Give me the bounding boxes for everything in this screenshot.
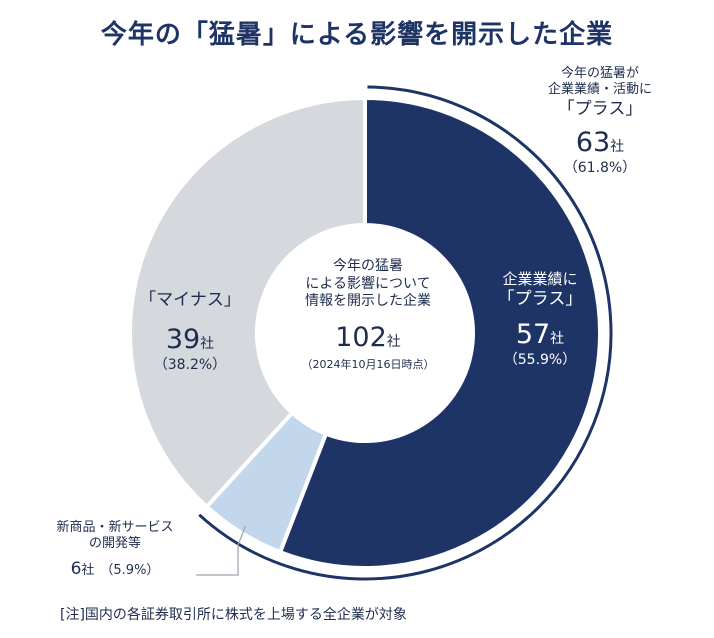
new-products-percent: （5.9%） bbox=[100, 562, 160, 578]
plus-total-line3: 「プラス」 bbox=[557, 98, 643, 119]
center-line3: 情報を開示した企業 bbox=[305, 293, 431, 309]
new-products-leader-line bbox=[196, 525, 247, 576]
center-total-unit: 社 bbox=[386, 333, 401, 350]
plus-total-count: 63 bbox=[575, 126, 611, 158]
minus-line1: 「マイナス」 bbox=[139, 290, 241, 310]
plus-total-bracket-arc bbox=[198, 85, 613, 581]
minus-label: 「マイナス」 39社 （38.2%） bbox=[130, 290, 250, 375]
center-line2: による影響について bbox=[305, 275, 431, 292]
minus-percent: （38.2%） bbox=[153, 357, 227, 373]
new-products-unit: 社 bbox=[81, 562, 95, 578]
new-products-line1: 新商品・新サービス bbox=[56, 520, 174, 535]
plus-total-line1: 今年の猛暑が bbox=[560, 66, 639, 81]
minus-count: 39 bbox=[165, 324, 201, 356]
new-products-count: 6 bbox=[70, 558, 82, 579]
plus-total-percent: （61.8%） bbox=[563, 159, 637, 176]
slice-minus bbox=[128, 95, 367, 510]
center-total: 102 bbox=[335, 321, 387, 353]
new-products-line2: の開発等 bbox=[88, 536, 141, 552]
chart-title: 今年の「猛暑」による影響を開示した企業 bbox=[100, 20, 614, 50]
center-label: 今年の猛暑 による影響について 情報を開示した企業 102社 （2024年10月… bbox=[268, 258, 468, 372]
plus-count: 57 bbox=[515, 319, 551, 350]
plus-total-label: 今年の猛暑が 企業業績・活動に 「プラス」 63社 （61.8%） bbox=[530, 66, 670, 177]
plus-line2: 「プラス」 bbox=[497, 288, 583, 309]
footnote: [注]国内の各証券取引所に株式を上場する全企業が対象 bbox=[60, 607, 407, 623]
plus-line1: 企業業績に bbox=[502, 270, 578, 288]
plus-unit: 社 bbox=[550, 331, 565, 347]
new-products-label: 新商品・新サービス の開発等 6社 （5.9%） bbox=[40, 520, 190, 580]
plus-total-line2: 企業業績・活動に bbox=[547, 82, 652, 98]
center-line1: 今年の猛暑 bbox=[333, 258, 403, 274]
plus-total-unit: 社 bbox=[610, 138, 625, 155]
minus-unit: 社 bbox=[200, 336, 215, 353]
center-date: （2024年10月16日時点） bbox=[301, 358, 435, 372]
plus-percent: （55.9%） bbox=[503, 351, 577, 368]
plus-label: 企業業績に 「プラス」 57社 （55.9%） bbox=[475, 270, 605, 369]
slice-plus bbox=[277, 95, 602, 570]
